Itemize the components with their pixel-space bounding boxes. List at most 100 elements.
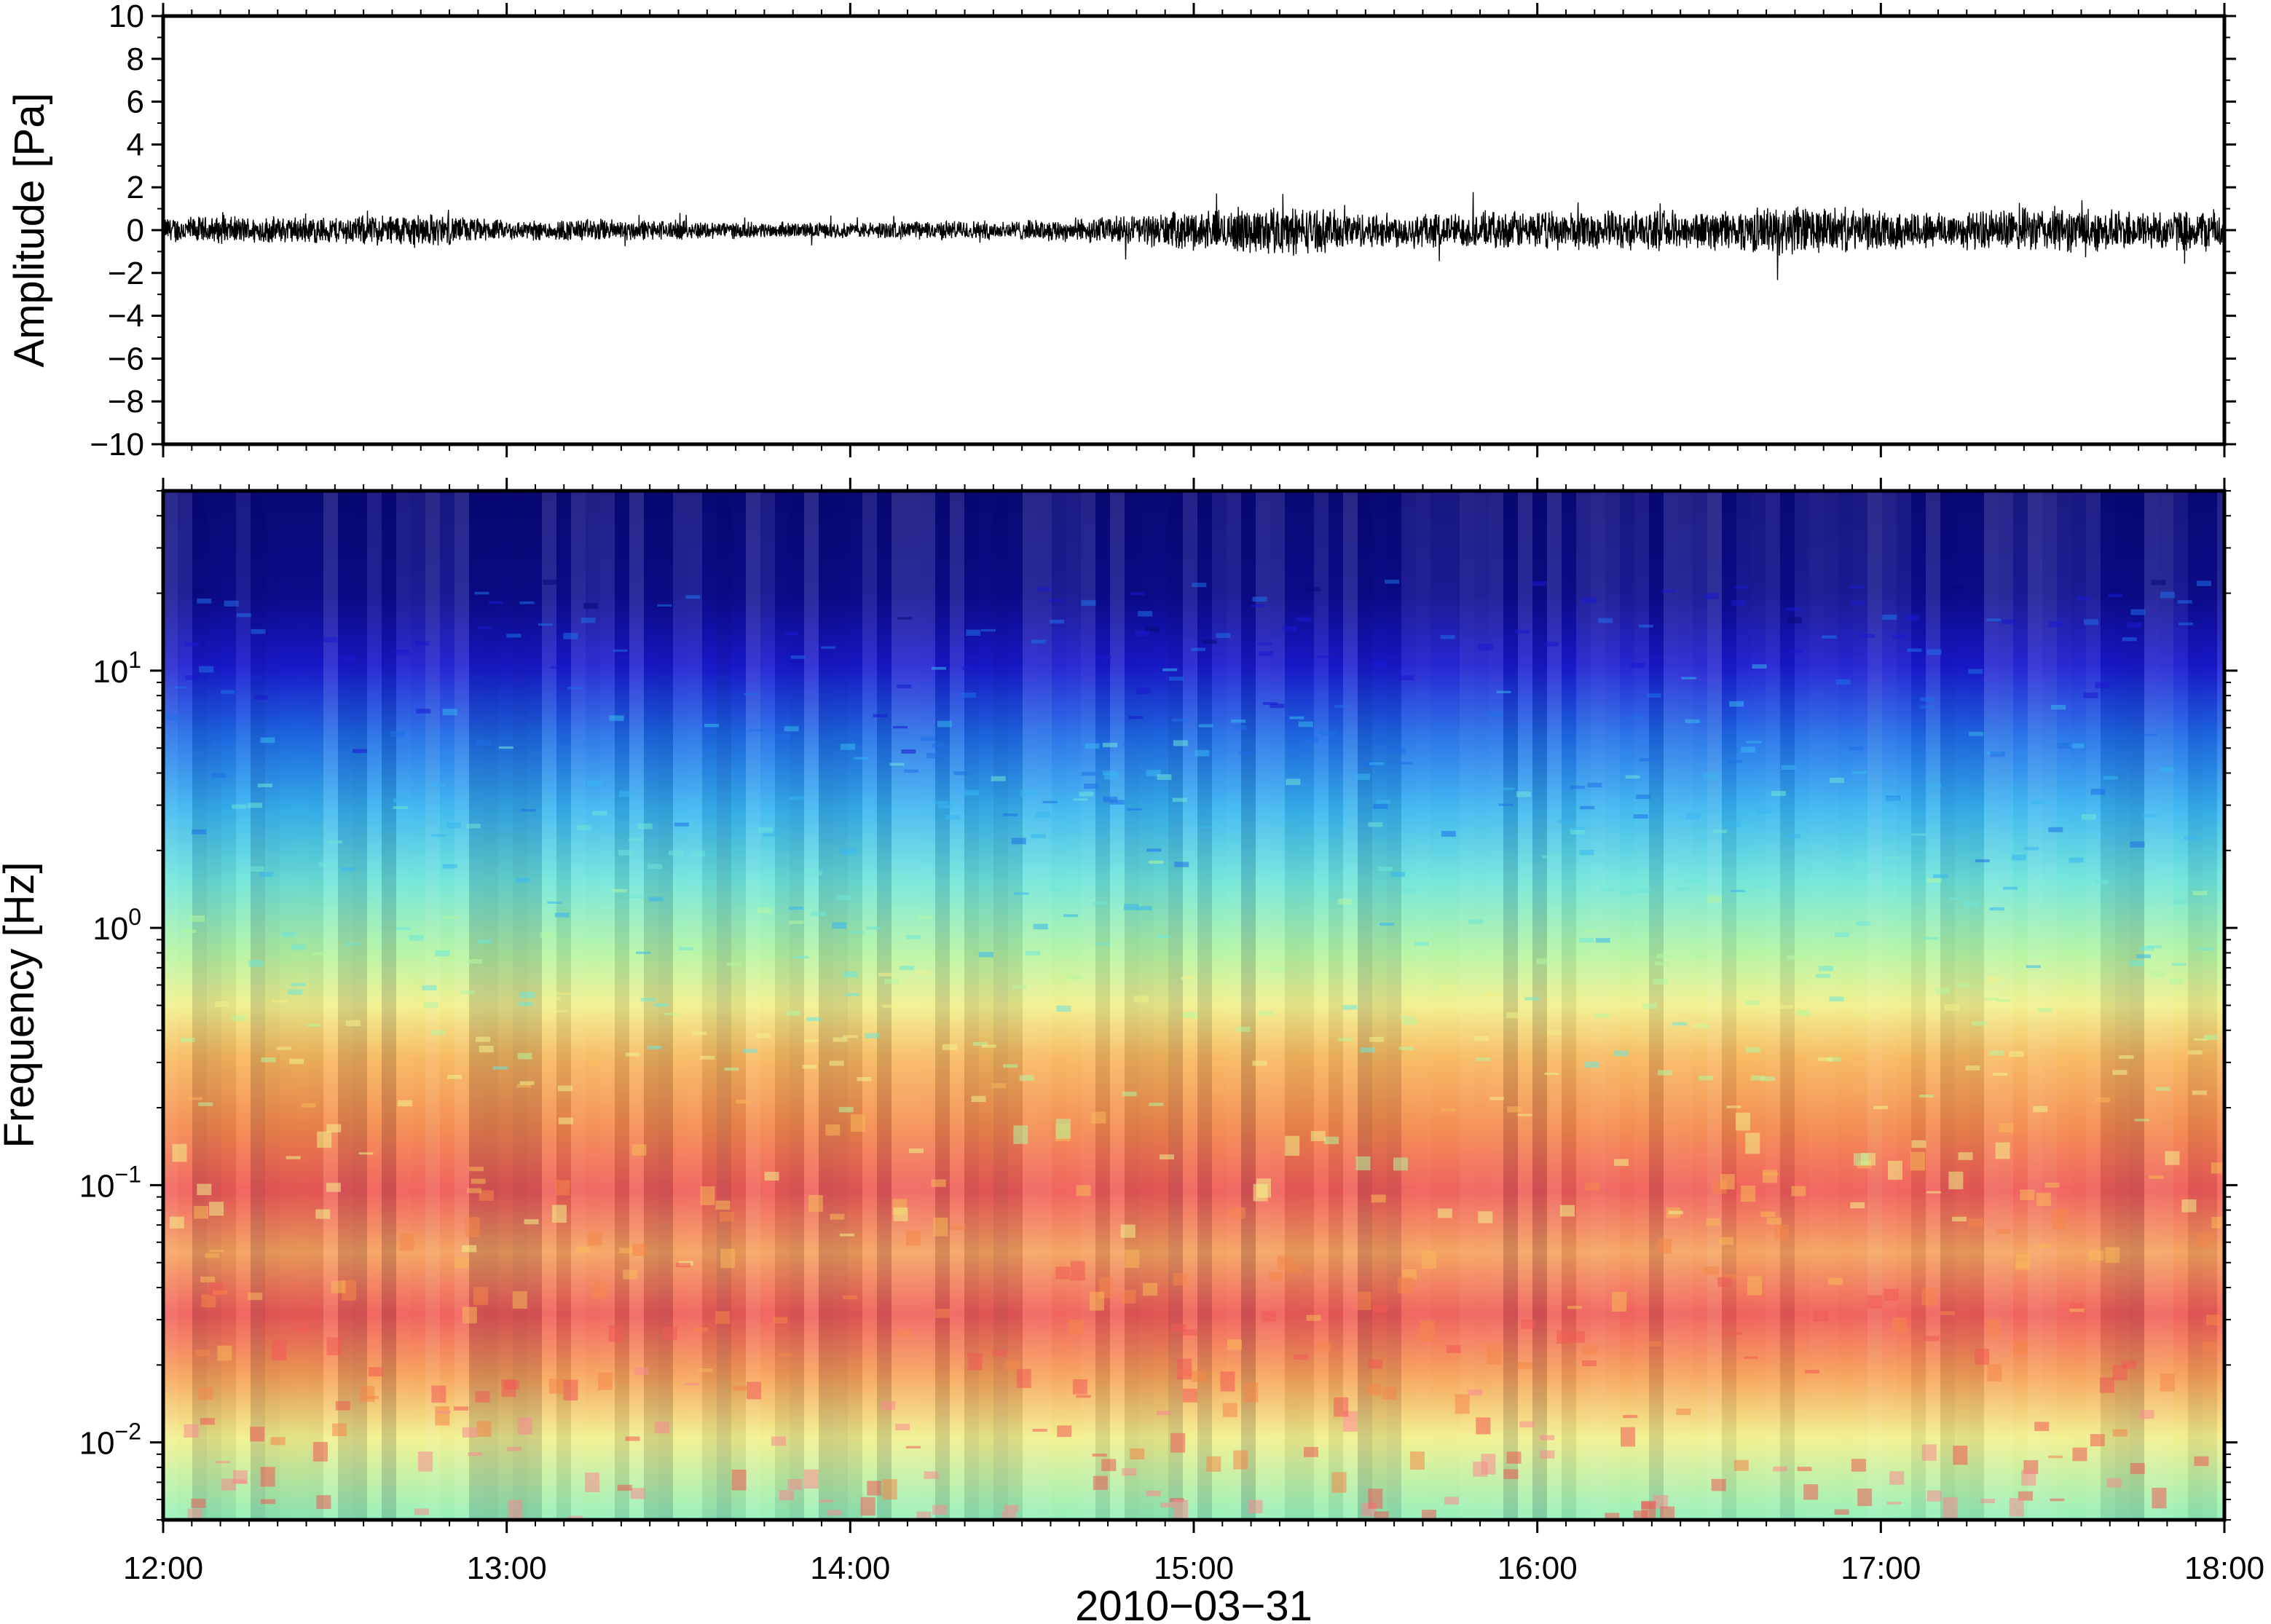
spectrogram-column [673, 491, 688, 1520]
spectrogram-cell [2112, 1429, 2128, 1437]
spectrogram-cell [1485, 992, 1500, 997]
spectrogram-cell [1231, 719, 1246, 723]
spectrogram-cell [2122, 637, 2137, 642]
spectrogram-cell [884, 979, 899, 985]
spectrogram-column [1605, 491, 1620, 1520]
spectrogram-cell [2160, 591, 2176, 599]
spectrogram-cell [1704, 1266, 1719, 1275]
spectrogram-cell [1369, 762, 1385, 765]
spectrogram-column [600, 491, 615, 1520]
spectrogram-cell [1641, 1500, 1656, 1509]
spectrogram-cell [2139, 1410, 2154, 1419]
spectrogram-cell [1584, 1061, 1599, 1068]
waveform-y-axis: 10 8 6 4 2 0 −2 −4 −6 −8 −10 [90, 0, 2236, 462]
spectrogram-cell [843, 1035, 858, 1038]
spectrogram-cell [664, 1012, 680, 1015]
spectrogram-cell [1921, 1288, 1937, 1306]
spectrogram-cell [1191, 647, 1206, 651]
spectrogram-cell [623, 1269, 638, 1280]
spectrogram-cell [390, 730, 405, 738]
spectrogram-cell [2134, 1119, 2149, 1122]
spectrogram-cell [1169, 677, 1184, 681]
spectrogram-cell [1487, 1343, 1502, 1365]
spectrogram-cell [318, 862, 334, 867]
spectrogram-cell [1826, 1057, 1841, 1062]
spectrogram-cell [727, 962, 741, 966]
spectrogram-cell [932, 666, 947, 670]
spectrogram-column [1562, 491, 1576, 1520]
spectrogram-cell [414, 1508, 429, 1515]
spectrogram-cell [2155, 1087, 2170, 1091]
spectrogram-column [454, 491, 469, 1520]
spectrogram-cell [507, 1446, 521, 1451]
spectrogram-cell [1940, 1311, 1955, 1315]
spectrogram-column [1867, 491, 1882, 1520]
spectrogram-cell [685, 595, 701, 599]
spectrogram-cell [446, 822, 461, 829]
spectrogram-cell [1398, 1277, 1413, 1294]
spectrogram-cell [1745, 1132, 1760, 1154]
spectrogram-cell [618, 1247, 634, 1253]
spectrogram-cell [1760, 1076, 1776, 1081]
spectrogram-cell [784, 726, 799, 732]
spectrogram-cell [1202, 639, 1217, 644]
spectrogram-cell [657, 604, 672, 607]
spectrogram-cell [1956, 983, 1971, 988]
spectrogram-cell [895, 1424, 910, 1431]
spectrogram-column [921, 491, 935, 1520]
spectrogram-cell [1743, 1356, 1758, 1359]
spectrogram-cell [1174, 862, 1189, 867]
spectrogram-cell [1222, 1403, 1237, 1417]
spectrogram-cell [2219, 884, 2224, 891]
spectrogram-cell [836, 894, 851, 900]
spectrogram-cell [249, 866, 264, 872]
spectrogram-cell [1145, 626, 1160, 632]
spectrogram-cell [1296, 617, 1311, 622]
y-tick-label: 4 [127, 127, 144, 162]
spectrogram-cell [2003, 886, 2018, 890]
spectrogram-column [1766, 491, 1780, 1520]
spectrogram-cell [1032, 1429, 1047, 1432]
spectrogram-cell [1137, 906, 1152, 910]
spectrogram-cell [326, 1337, 342, 1355]
spectrogram-cell [1517, 1113, 1532, 1116]
spectrogram-cell [1730, 889, 1745, 893]
spectrogram-cell [628, 838, 643, 842]
spectrogram-cell [423, 1002, 438, 1009]
spectrogram-cell [272, 1339, 287, 1361]
spectrogram-cell [476, 1421, 492, 1437]
spectrogram-cell [1911, 1140, 1926, 1148]
spectrogram-column [1897, 491, 1911, 1520]
spectrogram-cell [1995, 1142, 2010, 1159]
spectrogram-cell [1305, 587, 1321, 591]
spectrogram-cell [454, 1257, 469, 1269]
spectrogram-cell [2152, 1488, 2167, 1509]
spectrogram-cell [1892, 634, 1908, 639]
spectrogram-column [1256, 491, 1270, 1520]
spectrogram-cell [1286, 779, 1301, 786]
spectrogram-cell [2069, 1308, 2085, 1312]
spectrogram-cell [270, 1437, 286, 1446]
spectrogram-cell [543, 579, 558, 586]
x-tick-label: 15:00 [1154, 1550, 1234, 1586]
spectrogram-cell [1756, 881, 1771, 888]
spectrogram-cell [1919, 1095, 1934, 1097]
spectrogram-cell [1498, 803, 1514, 806]
spectrogram-cell [198, 1102, 213, 1106]
spectrogram-cell [1685, 719, 1700, 724]
spectrogram-cell [1042, 800, 1058, 804]
spectrogram-cell [1933, 874, 1948, 878]
spectrogram-cell [1198, 724, 1213, 728]
spectrogram-cell [363, 1395, 379, 1400]
spectrogram-cell [1787, 955, 1802, 960]
spectrogram-cell [1741, 746, 1756, 753]
spectrogram-cell [914, 971, 929, 975]
spectrogram-cell [893, 1207, 908, 1221]
spectrogram-column [236, 491, 251, 1520]
spectrogram-column [1926, 491, 1940, 1520]
spectrogram-cell [1694, 953, 1709, 959]
spectrogram-cell [1965, 1065, 1980, 1071]
spectrogram-cell [2178, 622, 2193, 626]
spectrogram-column [804, 491, 819, 1520]
spectrogram-cell [1656, 1238, 1672, 1254]
